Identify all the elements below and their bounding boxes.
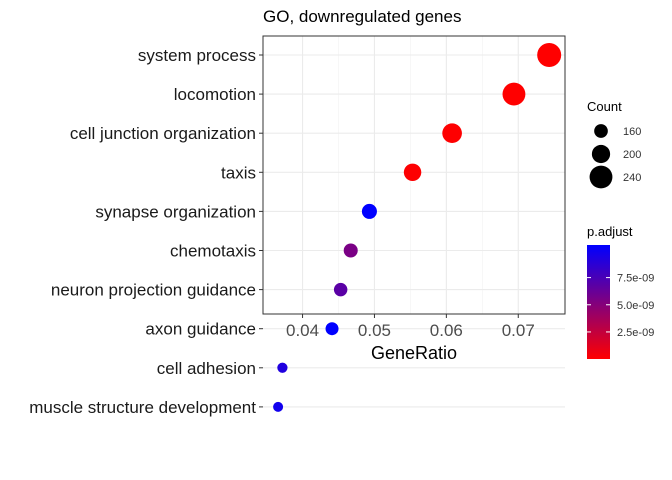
x-tick-label: 0.04	[286, 321, 319, 340]
color-legend-bar	[587, 245, 610, 359]
size-legend-key	[594, 124, 608, 138]
grid-lines	[263, 36, 565, 408]
color-legend: p.adjust 7.5e-09 5.0e-09 2.5e-09	[587, 224, 654, 359]
y-tick-label: cell junction organization	[70, 124, 256, 143]
size-legend-key	[589, 165, 613, 189]
y-axis-ticks: system process locomotion cell junction or…	[29, 46, 263, 417]
size-legend-label: 160	[623, 126, 641, 138]
y-tick-label: system process	[138, 46, 256, 65]
x-tick-label: 0.06	[430, 321, 463, 340]
data-points	[273, 43, 562, 412]
y-tick-label: cell adhesion	[157, 359, 256, 378]
data-point	[333, 282, 348, 297]
y-tick-label: axon guidance	[145, 320, 256, 339]
size-legend: Count 160 200 240	[587, 99, 641, 189]
x-tick-label: 0.07	[502, 321, 535, 340]
y-tick-label: neuron projection guidance	[51, 281, 256, 300]
size-legend-key	[591, 144, 611, 164]
x-axis-ticks: 0.04 0.05 0.06 0.07	[286, 314, 535, 340]
x-tick-label: 0.05	[358, 321, 391, 340]
chart-title: GO, downregulated genes	[263, 7, 461, 26]
data-point	[403, 163, 422, 182]
data-point	[277, 362, 288, 373]
y-tick-label: synapse organization	[95, 202, 256, 221]
y-tick-label: chemotaxis	[170, 242, 256, 261]
data-point	[442, 123, 462, 144]
plot-panel	[262, 35, 566, 315]
data-point	[343, 243, 358, 258]
color-legend-label: 7.5e-09	[617, 273, 654, 285]
data-point	[361, 203, 377, 219]
x-axis-title: GeneRatio	[371, 343, 457, 363]
color-legend-title: p.adjust	[587, 224, 633, 239]
color-legend-label: 2.5e-09	[617, 327, 654, 339]
data-point	[502, 82, 526, 106]
y-tick-label: locomotion	[174, 85, 256, 104]
y-tick-label: muscle structure development	[29, 398, 256, 417]
color-legend-label: 5.0e-09	[617, 300, 654, 312]
data-point	[537, 43, 562, 67]
size-legend-label: 200	[623, 149, 641, 161]
size-legend-label: 240	[623, 172, 641, 184]
data-point	[273, 401, 284, 412]
y-tick-label: taxis	[221, 163, 256, 182]
size-legend-title: Count	[587, 99, 622, 114]
data-point	[325, 322, 339, 336]
